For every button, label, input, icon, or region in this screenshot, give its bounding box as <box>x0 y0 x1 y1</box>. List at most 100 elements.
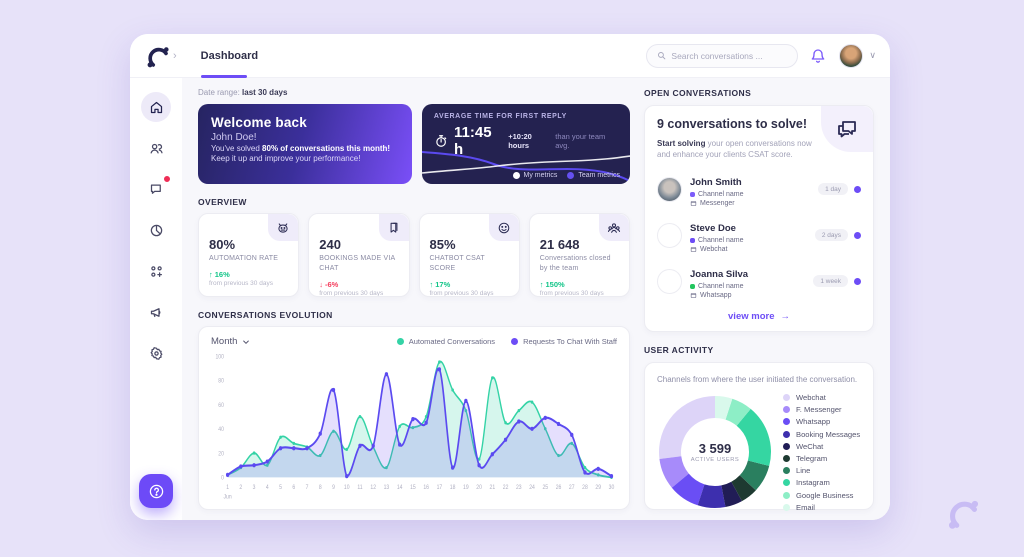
channel-dot-icon <box>690 192 695 198</box>
avatar <box>657 222 682 248</box>
arrow-up-icon: ↑ <box>429 279 434 289</box>
open-conversations-title: 9 conversations to solve! <box>657 117 808 131</box>
sidebar <box>130 78 182 520</box>
first-reply-mini-chart <box>421 151 630 182</box>
month-filter-dropdown[interactable]: Month <box>211 336 250 347</box>
channel-name: Channel name <box>698 283 744 291</box>
stat-card-csat: 85% CHATBOT CSAT SCORE ↑ 17% from previou… <box>418 213 520 297</box>
stat-note: from previous 30 days <box>539 289 604 297</box>
chat-icon <box>150 184 161 194</box>
sidebar-item-campaigns[interactable] <box>141 297 171 327</box>
svg-text:22: 22 <box>503 485 509 492</box>
stat-card-bookings: 240 BOOKINGS MADE VIA CHAT ↓ -6% from pre… <box>308 213 410 297</box>
tab-dashboard-label: Dashboard <box>200 49 259 62</box>
platform-icon <box>690 246 697 252</box>
first-reply-delta: +10:20 hours <box>508 132 532 150</box>
sidebar-item-conversations[interactable] <box>141 174 171 204</box>
legend-automated-conversations: Automated Conversations <box>396 337 495 346</box>
question-mark-icon <box>149 484 163 498</box>
tab-dashboard[interactable]: Dashboard <box>200 34 259 78</box>
contact-name: Steve Doe <box>690 222 736 234</box>
sidebar-item-settings[interactable] <box>141 338 171 368</box>
evolution-section-label: Conversations evolution <box>198 310 333 320</box>
svg-text:19: 19 <box>463 485 469 492</box>
conversation-row[interactable]: Steve Doe Channel name Webchat 2 days <box>657 218 861 253</box>
stat-value: 85% <box>429 237 456 252</box>
stopwatch-icon <box>434 134 448 149</box>
account-chevron-down-icon[interactable]: ∨ <box>869 50 876 60</box>
search-icon <box>658 52 666 60</box>
age-badge: 1 week <box>813 275 848 288</box>
channel-name: Channel name <box>698 237 744 245</box>
channel-dot-icon <box>690 284 695 290</box>
view-more-link[interactable]: view more → <box>728 310 790 322</box>
svg-text:1: 1 <box>226 485 229 492</box>
brand-watermark-icon <box>944 495 980 531</box>
stat-value: 240 <box>319 237 341 252</box>
legend-item: Line <box>783 466 860 475</box>
home-icon <box>150 101 162 113</box>
svg-text:17: 17 <box>437 485 443 492</box>
legend-dot <box>783 454 790 462</box>
user-activity-donut-chart <box>658 396 772 509</box>
legend-label: Telegram <box>796 453 828 463</box>
svg-text:9: 9 <box>332 485 335 492</box>
legend-label: Email <box>796 502 815 512</box>
legend-item: Webchat <box>783 393 860 402</box>
welcome-line2: Keep it up and improve your performance! <box>211 154 361 163</box>
welcome-title: Welcome back <box>211 115 307 130</box>
chevron-down-icon <box>243 340 250 344</box>
search-input[interactable] <box>671 50 788 61</box>
stat-delta: ↑ 16% <box>209 269 230 279</box>
conversations-evolution-panel: Month Automated Conversations Requests T… <box>198 326 630 510</box>
avatar <box>657 176 682 202</box>
contact-name: John Smith <box>690 176 742 188</box>
conversation-row[interactable]: Joanna Silva Channel name Whatsapp 1 wee… <box>657 264 861 299</box>
unread-dot <box>854 231 861 239</box>
search-box[interactable] <box>646 43 799 68</box>
sidebar-item-integrations[interactable] <box>141 256 171 286</box>
date-range: Date range: last 30 days <box>198 88 288 97</box>
arrow-right-icon: → <box>780 310 790 322</box>
notification-bell-icon[interactable] <box>810 48 826 64</box>
svg-text:25: 25 <box>542 485 548 492</box>
app-window: › Dashboard ∨ <box>130 34 890 520</box>
smiley-icon <box>498 222 510 233</box>
svg-text:30: 30 <box>609 485 615 492</box>
svg-text:60: 60 <box>218 402 224 409</box>
arrow-up-icon: ↑ <box>209 269 213 279</box>
pie-chart-icon <box>150 224 162 236</box>
legend-label: F. Messenger <box>796 405 842 415</box>
svg-text:40: 40 <box>218 427 224 434</box>
welcome-line1: You've solved 80% of conversations this … <box>211 144 391 153</box>
legend-dot <box>511 338 519 345</box>
legend-item: Telegram <box>783 454 860 463</box>
legend-dot <box>396 338 404 345</box>
sidebar-item-analytics[interactable] <box>141 215 171 245</box>
stat-label: AUTOMATION RATE <box>209 255 279 262</box>
legend-dot <box>783 479 790 487</box>
conversation-row[interactable]: John Smith Channel name Messenger 1 day <box>657 172 861 207</box>
legend-dot <box>512 172 520 179</box>
svg-text:6: 6 <box>292 485 295 492</box>
help-button[interactable] <box>139 474 173 508</box>
legend-label: WeChat <box>796 441 824 451</box>
stat-card-closed-conversations: 21 648 Conversations closed by the team … <box>528 213 630 297</box>
svg-text:4: 4 <box>266 485 270 492</box>
svg-text:12: 12 <box>370 485 376 492</box>
sidebar-item-contacts[interactable] <box>141 133 171 163</box>
legend-label: Google Business <box>796 490 854 500</box>
avatar <box>657 268 682 294</box>
sidebar-item-home[interactable] <box>141 92 171 122</box>
svg-text:100: 100 <box>215 354 223 361</box>
welcome-card: Welcome back John Doe! You've solved 80%… <box>198 104 412 184</box>
first-reply-label: AVERAGE TIME FOR FIRST REPLY <box>433 113 567 120</box>
channel-dot-icon <box>690 238 695 244</box>
legend-dot <box>783 442 790 450</box>
legend-item: F. Messenger <box>783 405 860 414</box>
svg-text:0: 0 <box>221 475 224 482</box>
user-avatar[interactable] <box>839 43 864 68</box>
active-users-count: 3 599 <box>698 441 732 457</box>
sidebar-expand-chevron-icon[interactable]: › <box>173 49 177 62</box>
stat-label: BOOKINGS MADE VIA CHAT <box>319 255 396 272</box>
